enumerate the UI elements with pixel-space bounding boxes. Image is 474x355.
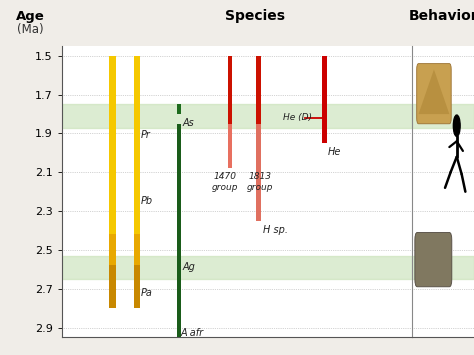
Bar	[177, 104, 182, 114]
Text: Ag: Ag	[182, 262, 195, 272]
Text: H sp.: H sp.	[264, 225, 288, 235]
Bar	[177, 246, 182, 258]
Bar	[134, 234, 140, 266]
Bar	[134, 56, 140, 114]
Text: Age: Age	[17, 10, 45, 23]
Bar	[109, 266, 116, 308]
Bar	[109, 234, 116, 266]
Bar	[62, 104, 412, 128]
Bar	[255, 56, 261, 124]
FancyBboxPatch shape	[417, 64, 451, 124]
Text: He (D): He (D)	[283, 114, 311, 122]
Bar	[109, 56, 116, 234]
Text: He: He	[328, 147, 342, 157]
Polygon shape	[419, 70, 449, 114]
Bar	[62, 256, 412, 279]
Text: A afr: A afr	[181, 328, 204, 338]
Text: Behavior: Behavior	[409, 9, 474, 23]
Bar	[134, 266, 140, 308]
Bar	[412, 104, 474, 128]
Text: Pr: Pr	[140, 130, 150, 141]
Text: As: As	[182, 118, 194, 128]
Bar	[412, 256, 474, 279]
Text: Pa: Pa	[140, 288, 153, 297]
Bar	[322, 56, 328, 143]
FancyBboxPatch shape	[415, 233, 452, 287]
Text: 1813
group: 1813 group	[246, 172, 273, 192]
Text: Species: Species	[225, 9, 284, 23]
Bar	[228, 124, 232, 168]
Bar	[177, 124, 182, 337]
Text: Pb: Pb	[140, 196, 153, 206]
Bar	[134, 114, 140, 234]
Text: (Ma): (Ma)	[18, 22, 44, 36]
Bar	[255, 124, 261, 221]
Circle shape	[453, 115, 460, 136]
Text: 1470
group: 1470 group	[211, 172, 238, 192]
Bar	[228, 56, 232, 124]
